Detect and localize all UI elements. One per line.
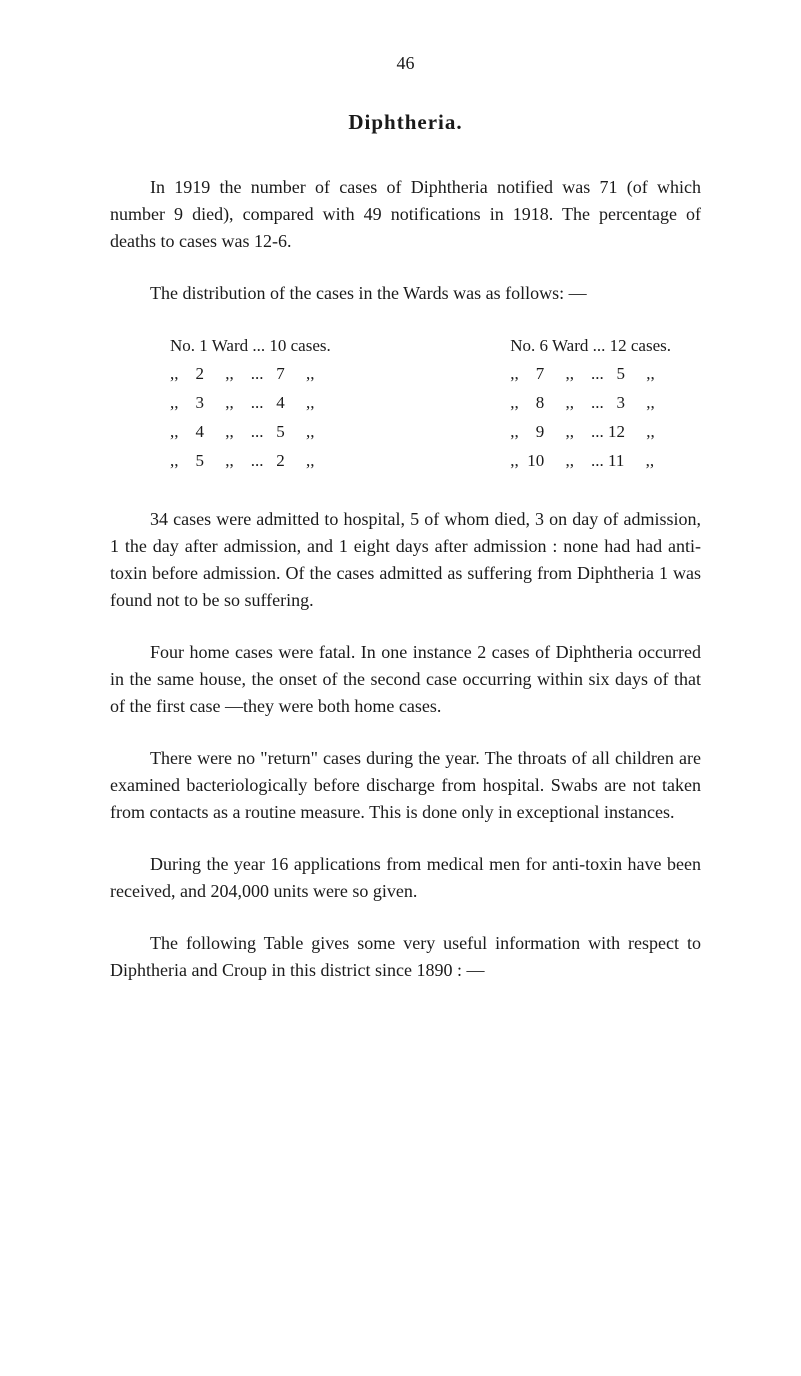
table-row: ,, 3 ,, ... 4 ,, (170, 389, 331, 418)
table-row: ,, 4 ,, ... 5 ,, (170, 418, 331, 447)
paragraph-5: There were no "return" cases during the … (110, 745, 701, 826)
paragraph-6: During the year 16 applications from med… (110, 851, 701, 905)
paragraph-4: Four home cases were fatal. In one insta… (110, 639, 701, 720)
table-row: ,, 10 ,, ... 11 ,, (510, 447, 671, 476)
document-title: Diphtheria. (110, 107, 701, 139)
table-row: ,, 7 ,, ... 5 ,, (510, 360, 671, 389)
paragraph-2: The distribution of the cases in the War… (110, 280, 701, 307)
table-row: ,, 9 ,, ... 12 ,, (510, 418, 671, 447)
table-row: ,, 2 ,, ... 7 ,, (170, 360, 331, 389)
table-row: No. 1 Ward ... 10 cases. (170, 332, 331, 361)
paragraph-1: In 1919 the number of cases of Diphtheri… (110, 174, 701, 255)
page-number: 46 (110, 50, 701, 77)
paragraph-7: The following Table gives some very usef… (110, 930, 701, 984)
ward-table-left: No. 1 Ward ... 10 cases. ,, 2 ,, ... 7 ,… (170, 332, 331, 476)
table-row: ,, 5 ,, ... 2 ,, (170, 447, 331, 476)
paragraph-3: 34 cases were admitted to hospital, 5 of… (110, 506, 701, 614)
ward-table-right: No. 6 Ward ... 12 cases. ,, 7 ,, ... 5 ,… (510, 332, 671, 476)
table-row: ,, 8 ,, ... 3 ,, (510, 389, 671, 418)
ward-table: No. 1 Ward ... 10 cases. ,, 2 ,, ... 7 ,… (170, 332, 671, 476)
table-row: No. 6 Ward ... 12 cases. (510, 332, 671, 361)
